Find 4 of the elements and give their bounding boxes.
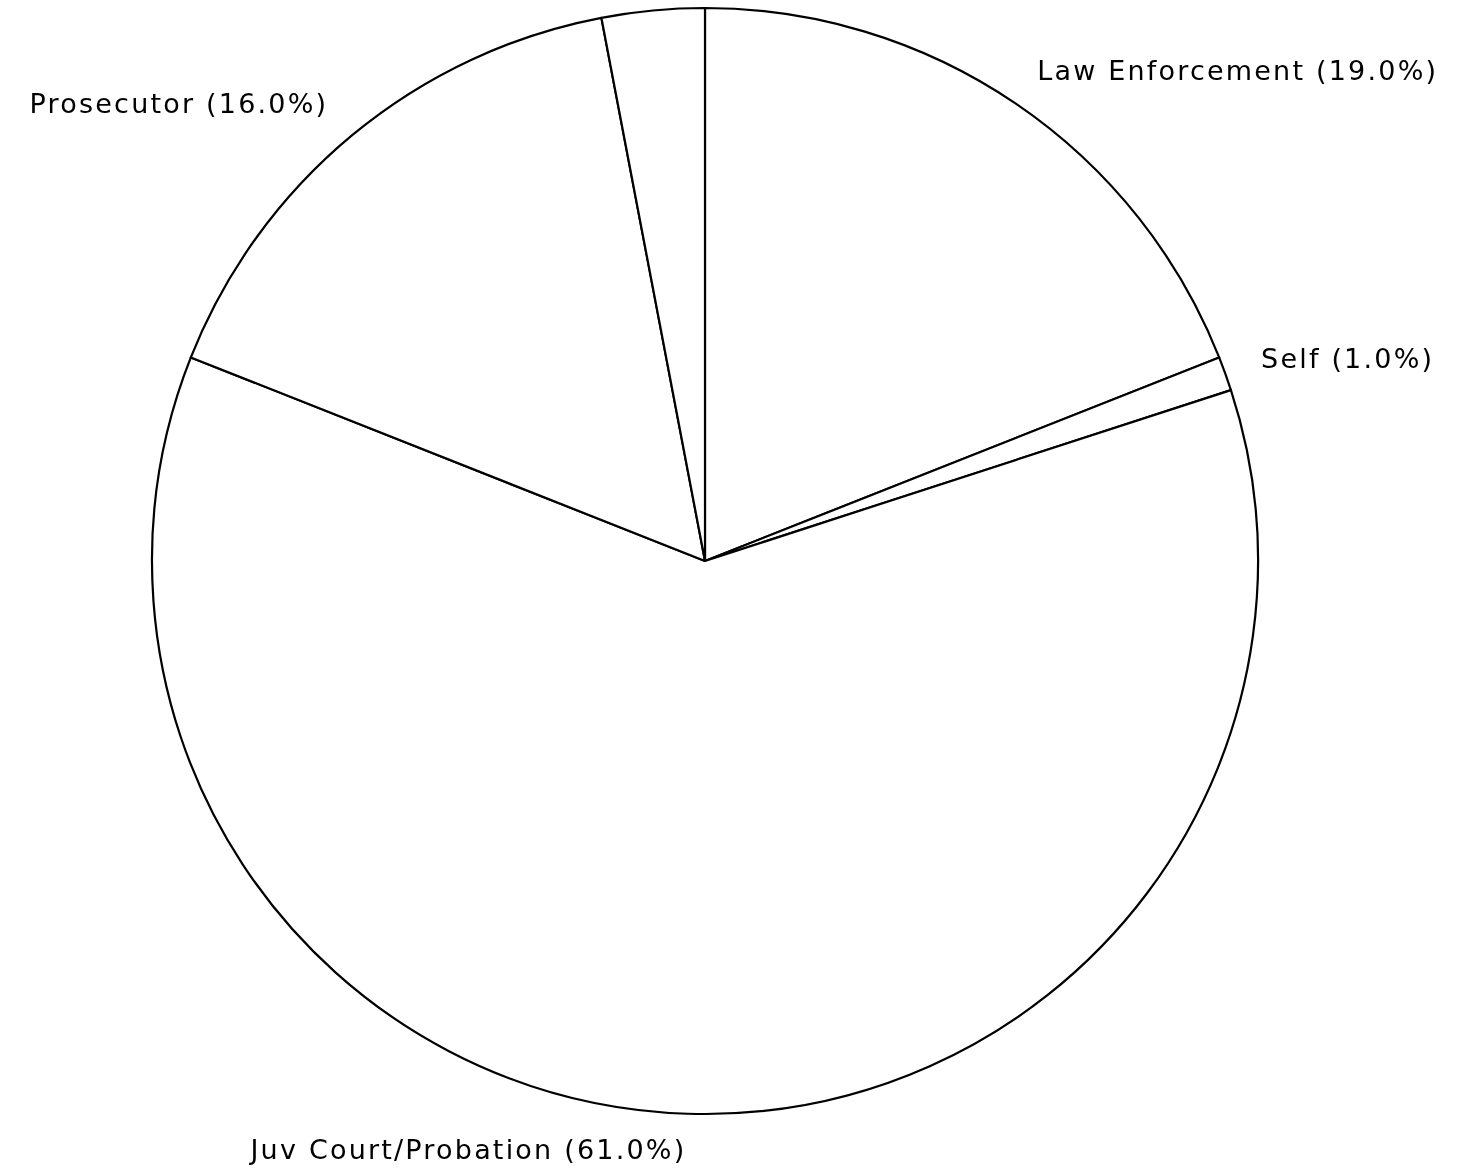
slice-label: Juv Court/Probation (61.0%) — [248, 1134, 687, 1166]
slice-label: Prosecutor (16.0%) — [29, 88, 329, 120]
slice-label: Law Enforcement (19.0%) — [1037, 54, 1439, 86]
slice-label: Self (1.0%) — [1261, 343, 1435, 375]
